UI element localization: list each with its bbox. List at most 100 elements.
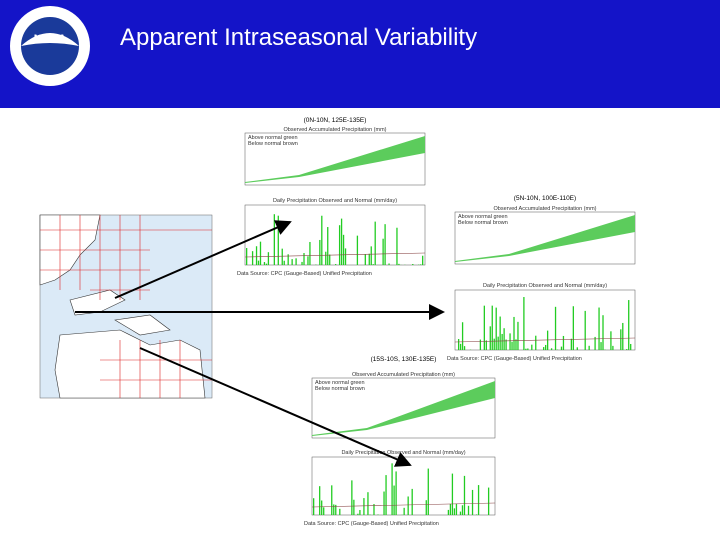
chart-panel: (5N-10N, 100E-110E) Observed Accumulated … — [447, 195, 636, 362]
daily-bar — [265, 263, 268, 265]
daily-bar — [395, 471, 397, 515]
region-label: (5N-10N, 100E-110E) — [514, 195, 576, 202]
daily-bar — [411, 488, 413, 515]
daily-bar — [388, 263, 390, 265]
daily-bar — [335, 264, 337, 265]
daily-title: Daily Precipitation Observed and Normal … — [273, 198, 397, 204]
daily-bar — [357, 513, 359, 515]
accum-frame — [454, 211, 636, 265]
daily-bar — [364, 254, 366, 265]
arrow — [114, 220, 292, 299]
daily-bar — [246, 248, 248, 265]
daily-bar — [576, 347, 578, 350]
region-label: (0N-10N, 125E-135E) — [304, 117, 367, 124]
daily-bar — [251, 251, 254, 265]
daily-bar — [353, 499, 355, 515]
daily-bar — [572, 306, 574, 350]
legend-entry: Above normal green — [458, 214, 508, 220]
daily-bar — [620, 329, 622, 350]
daily-bar — [495, 307, 497, 350]
daily-bar — [560, 346, 563, 350]
daily-bar — [327, 227, 329, 265]
daily-bar — [295, 258, 297, 265]
daily-bar — [449, 503, 452, 515]
daily-bar — [543, 347, 545, 350]
daily-bar — [562, 335, 565, 350]
region-label: (15S-10S, 130E-135E) — [371, 356, 437, 363]
daily-bar — [517, 321, 519, 350]
daily-bar — [511, 341, 513, 350]
daily-bar — [263, 262, 266, 265]
daily-bar — [374, 221, 376, 265]
arrows — [75, 220, 445, 467]
accum-title: Observed Accumulated Precipitation (mm) — [493, 206, 596, 212]
daily-bar — [283, 260, 285, 265]
daily-bar — [610, 331, 612, 350]
daily-bar — [594, 336, 596, 350]
daily-bar — [385, 475, 387, 515]
svg-text:NOAA: NOAA — [34, 33, 66, 45]
daily-bar — [273, 214, 275, 265]
daily-bar — [427, 468, 429, 515]
map — [39, 214, 213, 399]
legend-entry: Below normal brown — [458, 220, 508, 226]
accum-area — [245, 136, 425, 183]
daily-bar — [463, 475, 466, 515]
daily-bar — [451, 473, 454, 515]
daily-bar — [359, 510, 361, 515]
daily-bar — [453, 508, 456, 515]
accum-area — [455, 215, 635, 262]
source: Data Source: CPC (Gauge-Based) Unified P… — [447, 356, 582, 362]
daily-bar — [377, 514, 379, 515]
daily-bar — [493, 338, 495, 350]
daily-bar — [351, 480, 353, 515]
daily-bar — [463, 346, 466, 350]
daily-bar — [396, 227, 398, 265]
daily-bar — [515, 339, 517, 350]
daily-bar — [550, 348, 553, 350]
daily-bar — [325, 251, 327, 265]
daily-bar — [479, 339, 482, 350]
slide-title: Apparent Intraseasonal Variability — [120, 24, 477, 51]
daily-bar — [344, 248, 347, 265]
daily-bar — [457, 338, 460, 350]
daily-bar — [412, 263, 414, 265]
daily-bar — [393, 485, 395, 515]
daily-bar — [321, 215, 323, 265]
daily-bar — [491, 305, 493, 350]
daily-bar — [467, 505, 470, 515]
daily-bar — [545, 344, 547, 350]
daily-bar — [483, 305, 485, 350]
daily-bar — [602, 315, 604, 350]
daily-bar — [291, 259, 293, 265]
daily-bar — [513, 316, 515, 350]
daily-bar — [570, 338, 573, 350]
daily-bar — [546, 330, 549, 350]
source: Data Source: CPC (Gauge-Based) Unified P… — [304, 521, 439, 527]
daily-bar — [309, 241, 311, 265]
daily-bar — [333, 504, 335, 515]
daily-bar — [301, 261, 303, 265]
daily-bar — [523, 297, 525, 350]
source: Data Source: CPC (Gauge-Based) Unified P… — [237, 271, 372, 277]
daily-bar — [307, 256, 309, 265]
daily-bar — [391, 463, 393, 515]
normal-line — [454, 337, 636, 343]
daily-bar — [313, 498, 315, 515]
chart-panel: (15S-10S, 130E-135E) Observed Accumulated… — [304, 356, 496, 527]
daily-bar — [531, 344, 533, 350]
normal-line — [311, 502, 496, 508]
daily-bar — [471, 489, 474, 515]
daily-bar — [600, 342, 602, 350]
daily-bar — [554, 306, 557, 350]
daily-bar — [398, 263, 400, 265]
daily-bar — [628, 300, 630, 350]
daily-bar — [259, 241, 262, 265]
daily-bar — [505, 339, 507, 350]
daily-bar — [340, 218, 343, 265]
daily-bar — [455, 503, 458, 515]
daily-bar — [255, 246, 258, 265]
legend-entry: Below normal brown — [248, 141, 298, 147]
daily-frame — [454, 289, 636, 351]
daily-bar — [425, 500, 427, 515]
